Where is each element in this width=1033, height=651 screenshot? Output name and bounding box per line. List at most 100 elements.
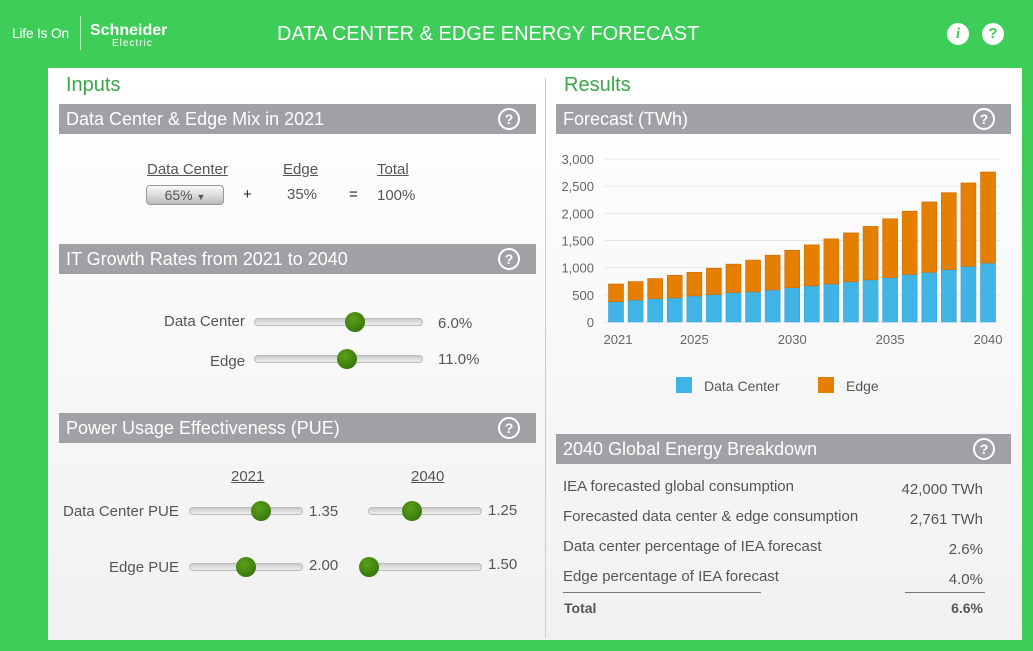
x-tick-label: 2025	[680, 332, 709, 347]
bar-edge-2030	[784, 249, 801, 289]
y-tick-label: 500	[572, 288, 594, 303]
dc-growth-label: Data Center	[164, 313, 245, 330]
divider	[563, 592, 761, 593]
bar-data-center-2022	[627, 299, 644, 323]
bar-data-center-2038	[941, 269, 957, 323]
dc-growth-slider[interactable]	[254, 312, 423, 332]
breakdown-row-value: 2,761 TWh	[909, 511, 983, 528]
edge-pue-2040-value: 1.50	[488, 556, 518, 573]
bar-edge-2024	[666, 274, 683, 299]
legend-label: Edge	[846, 378, 879, 394]
bar-data-center-2036	[901, 274, 918, 323]
help-icon[interactable]: ?	[973, 108, 995, 130]
help-icon[interactable]: ?	[498, 108, 520, 130]
dc-mix-label: Data Center	[147, 161, 228, 178]
breakdown-row-value: 4.0%	[948, 571, 983, 588]
dc-mix-dropdown[interactable]: 65% ▼	[146, 185, 224, 205]
slider-thumb[interactable]	[336, 349, 357, 369]
bar-edge-2025	[686, 271, 703, 297]
bar-data-center-2037	[921, 271, 938, 323]
bar-edge-2034	[862, 226, 879, 281]
slider-thumb[interactable]	[401, 501, 422, 521]
divider	[905, 592, 985, 593]
bar-edge-2031	[804, 244, 820, 287]
bar-edge-2040	[980, 171, 996, 264]
dc-pue-label: Data Center PUE	[63, 503, 179, 520]
breakdown-section-header: 2040 Global Energy Breakdown?	[556, 434, 1011, 464]
y-tick-label: 0	[587, 315, 594, 330]
slider-thumb[interactable]	[359, 557, 379, 577]
breakdown-row-label: IEA forecasted global consumption	[563, 478, 794, 495]
dc-growth-value: 6.0%	[438, 315, 473, 332]
legend-swatch	[818, 377, 834, 393]
edge-pue-2021-value: 2.00	[309, 557, 339, 574]
bar-data-center-2024	[666, 297, 683, 323]
inputs-title: Inputs	[66, 74, 121, 96]
edge-pue-2040-slider[interactable]	[359, 557, 482, 577]
bar-edge-2035	[882, 218, 898, 279]
chevron-down-icon: ▼	[196, 192, 206, 202]
dc-pue-2021-value: 1.35	[309, 503, 339, 520]
bar-edge-2027	[725, 263, 742, 293]
legend-swatch	[676, 377, 692, 393]
edge-pue-2021-slider[interactable]	[189, 557, 303, 577]
total-label: Total	[564, 600, 597, 616]
bar-edge-2037	[921, 201, 938, 273]
dc-pue-2040-value: 1.25	[488, 502, 518, 519]
total-value: 6.6%	[951, 600, 983, 616]
bar-edge-2033	[843, 232, 859, 283]
bar-data-center-2027	[725, 292, 742, 323]
equals-sign: =	[349, 186, 358, 203]
help-icon[interactable]: ?	[982, 23, 1004, 45]
bar-edge-2021	[608, 283, 624, 302]
brand-logo: Schneider	[90, 22, 168, 39]
bar-edge-2023	[647, 278, 663, 299]
bar-data-center-2039	[960, 266, 977, 323]
edge-pue-label: Edge PUE	[109, 559, 180, 576]
slider-thumb[interactable]	[250, 501, 271, 521]
bar-edge-2029	[764, 254, 781, 291]
legend-label: Data Center	[704, 378, 780, 394]
breakdown-row-value: 42,000 TWh	[901, 481, 983, 498]
help-icon[interactable]: ?	[498, 248, 520, 270]
dc-pue-2040-slider[interactable]	[368, 501, 482, 521]
edge-growth-label: Edge	[210, 353, 246, 370]
bar-data-center-2021	[608, 301, 624, 323]
logo-divider	[80, 16, 81, 50]
header: Life Is On Schneider Electric DATA CENTE…	[0, 0, 1033, 68]
total-mix-value: 100%	[377, 187, 416, 204]
column-divider	[545, 78, 546, 638]
breakdown-row-label: Forecasted data center & edge consumptio…	[563, 508, 859, 525]
help-icon[interactable]: ?	[498, 417, 520, 439]
plus-sign: +	[243, 186, 252, 203]
y-tick-label: 1,000	[561, 261, 594, 276]
growth-section-header: IT Growth Rates from 2021 to 2040?	[59, 244, 536, 274]
forecast-chart: 0 500 1,000 1,500 2,000 2,500 3,000 2021 2025 203…	[561, 152, 1002, 394]
bar-data-center-2035	[882, 277, 898, 323]
slider-thumb[interactable]	[236, 557, 256, 577]
growth-heading: IT Growth Rates from 2021 to 2040	[66, 249, 348, 269]
info-icon[interactable]: i	[947, 23, 969, 45]
main-panel	[48, 68, 1022, 640]
dc-mix-value: 65%	[164, 187, 193, 203]
pue-heading: Power Usage Effectiveness (PUE)	[66, 418, 340, 438]
y-tick-label: 1,500	[561, 234, 594, 249]
pue-section-header: Power Usage Effectiveness (PUE)?	[59, 413, 536, 443]
results-title: Results	[564, 74, 631, 96]
bar-data-center-2033	[843, 281, 859, 323]
bar-data-center-2030	[784, 287, 801, 323]
breakdown-heading: 2040 Global Energy Breakdown	[563, 439, 818, 459]
dc-pue-2021-slider[interactable]	[189, 501, 303, 521]
forecast-heading: Forecast (TWh)	[563, 109, 689, 129]
breakdown-row-label: Edge percentage of IEA forecast	[563, 568, 779, 585]
slider-thumb[interactable]	[345, 312, 366, 332]
x-tick-label: 2035	[876, 332, 905, 347]
help-icon[interactable]: ?	[973, 438, 995, 460]
edge-growth-slider[interactable]	[254, 349, 423, 369]
bar-edge-2039	[960, 182, 977, 267]
total-mix-label: Total	[377, 161, 409, 178]
edge-mix-value: 35%	[287, 186, 318, 203]
bar-edge-2026	[706, 267, 722, 295]
breakdown-row-value: 2.6%	[948, 541, 983, 558]
y-tick-label: 2,500	[561, 179, 594, 194]
